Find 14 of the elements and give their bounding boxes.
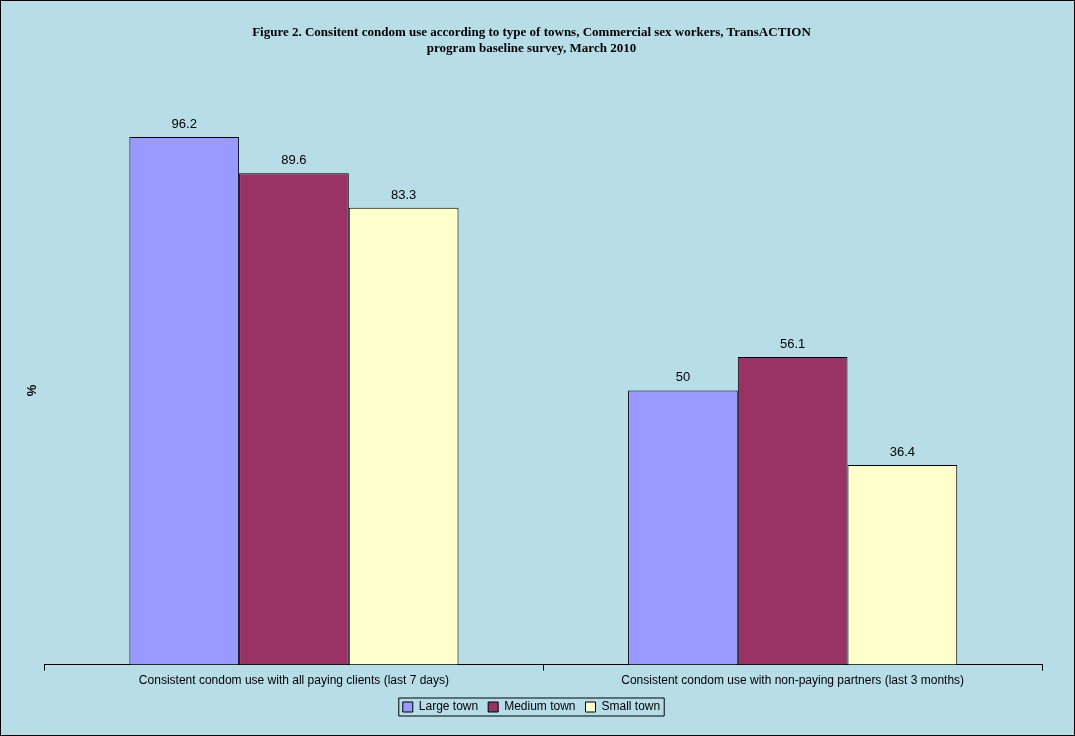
y-axis-title: %: [24, 384, 40, 397]
data-label: 56.1: [779, 336, 806, 352]
legend-label: Small town: [601, 699, 661, 714]
data-label: 50: [675, 369, 691, 385]
legend-label: Large town: [418, 699, 479, 714]
legend-label: Medium town: [504, 699, 576, 714]
text: program baseline survey, March 2010: [426, 39, 637, 55]
data-label: 96.2: [171, 116, 197, 132]
text: Figure 2. Consitent condom use according to type of towns, Commercial sex workers, TransACTION: [252, 24, 811, 40]
x-tick-label: Consistent condom use with all paying clients (last 7 days): [138, 673, 450, 688]
data-label: 83.3: [391, 186, 417, 202]
data-label: 89.6: [281, 152, 307, 168]
data-label: 36.4: [889, 444, 916, 460]
x-tick-label: Consistent condom use with non-paying partners (last 3 months): [621, 673, 965, 688]
